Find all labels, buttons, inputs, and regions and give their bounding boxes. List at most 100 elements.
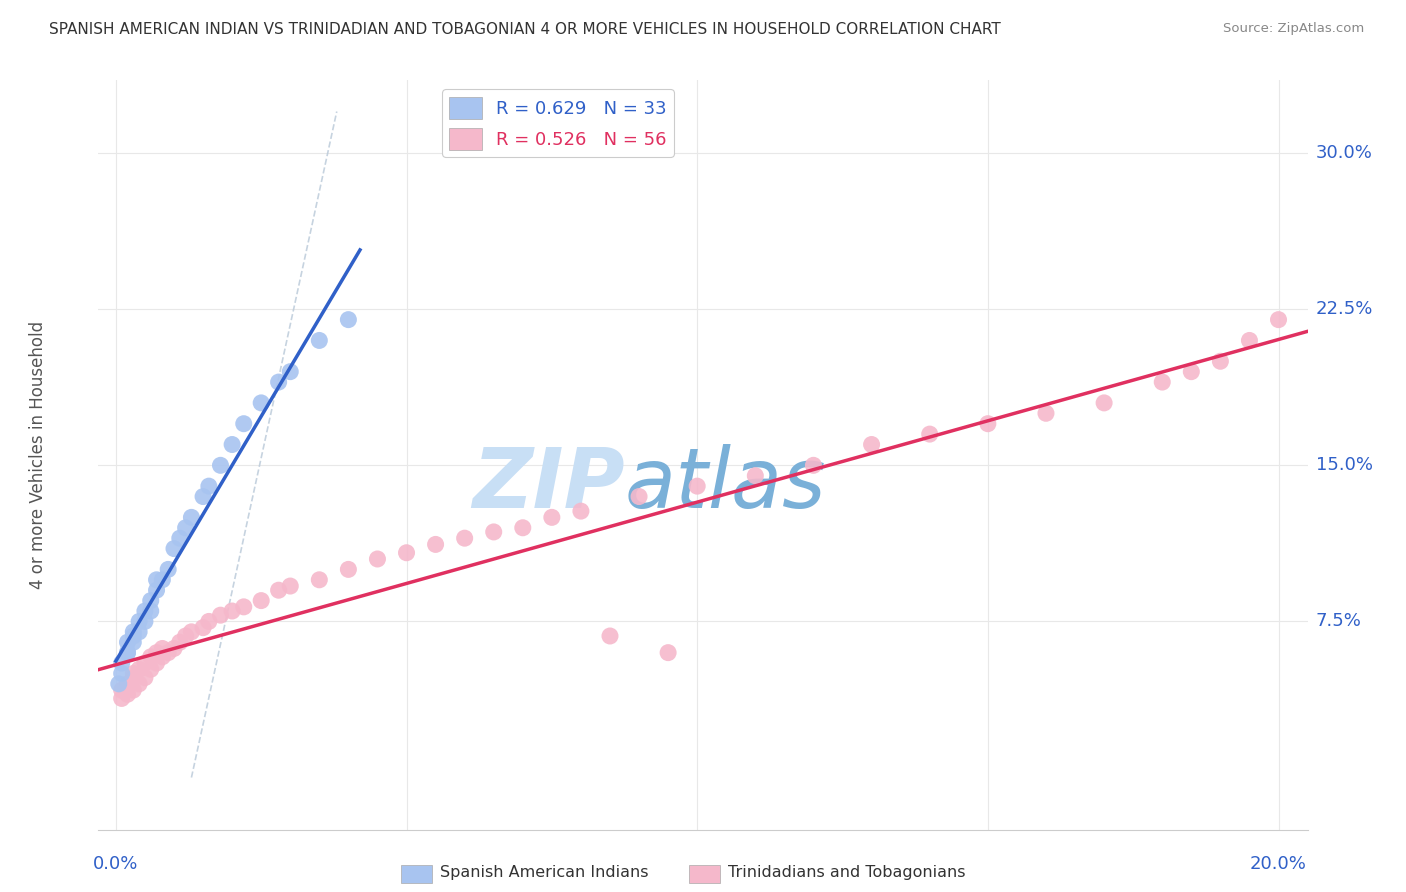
Text: Source: ZipAtlas.com: Source: ZipAtlas.com xyxy=(1223,22,1364,36)
Point xyxy=(157,562,180,576)
Point xyxy=(163,641,186,656)
Text: 15.0%: 15.0% xyxy=(1316,457,1372,475)
Point xyxy=(128,677,150,691)
Point xyxy=(111,666,134,681)
Text: Trinidadians and Tobagonians: Trinidadians and Tobagonians xyxy=(728,865,966,880)
Point xyxy=(267,375,290,389)
Point xyxy=(540,510,562,524)
Point xyxy=(134,615,156,629)
Point xyxy=(139,604,162,618)
Text: SPANISH AMERICAN INDIAN VS TRINIDADIAN AND TOBAGONIAN 4 OR MORE VEHICLES IN HOUS: SPANISH AMERICAN INDIAN VS TRINIDADIAN A… xyxy=(49,22,1001,37)
Point xyxy=(1035,406,1057,420)
Point xyxy=(111,691,134,706)
Point xyxy=(117,635,139,649)
Point xyxy=(117,677,139,691)
Point xyxy=(122,683,145,698)
Point xyxy=(803,458,825,473)
Point xyxy=(150,649,173,664)
Point xyxy=(250,396,273,410)
Point xyxy=(180,624,202,639)
Point xyxy=(117,646,139,660)
Point xyxy=(232,417,254,431)
Point xyxy=(209,608,232,623)
Point xyxy=(107,677,129,691)
Point xyxy=(221,604,243,618)
Point xyxy=(145,583,167,598)
Point xyxy=(221,437,243,451)
Point xyxy=(1209,354,1232,368)
Point xyxy=(150,573,173,587)
Point xyxy=(337,562,360,576)
Point xyxy=(977,417,1000,431)
Text: 7.5%: 7.5% xyxy=(1316,613,1362,631)
Point xyxy=(918,427,941,442)
Point xyxy=(337,312,360,326)
Point xyxy=(134,604,156,618)
Point xyxy=(744,468,766,483)
Point xyxy=(191,621,214,635)
Point xyxy=(150,641,173,656)
Point xyxy=(169,531,191,545)
Point xyxy=(1152,375,1174,389)
Point xyxy=(174,521,197,535)
Point xyxy=(278,365,301,379)
Text: ZIP: ZIP xyxy=(472,444,624,525)
Point xyxy=(395,546,418,560)
Point xyxy=(180,510,202,524)
Text: 4 or more Vehicles in Household: 4 or more Vehicles in Household xyxy=(30,321,46,589)
Point xyxy=(139,649,162,664)
Point xyxy=(128,624,150,639)
Point xyxy=(308,573,330,587)
Point xyxy=(122,666,145,681)
Point xyxy=(157,646,180,660)
Text: atlas: atlas xyxy=(624,444,827,525)
Point xyxy=(117,687,139,701)
Point xyxy=(128,662,150,676)
Point xyxy=(145,656,167,670)
Point xyxy=(145,646,167,660)
Point xyxy=(122,671,145,685)
Point xyxy=(191,490,214,504)
Point xyxy=(278,579,301,593)
Point xyxy=(111,656,134,670)
Point xyxy=(250,593,273,607)
Point xyxy=(139,662,162,676)
Point xyxy=(453,531,475,545)
Point xyxy=(1092,396,1115,410)
Text: Spanish American Indians: Spanish American Indians xyxy=(440,865,648,880)
Point xyxy=(209,458,232,473)
Point xyxy=(267,583,290,598)
Point xyxy=(145,573,167,587)
Point xyxy=(657,646,679,660)
Point xyxy=(860,437,883,451)
Point xyxy=(122,629,145,643)
Point xyxy=(569,504,592,518)
Point xyxy=(122,624,145,639)
Point xyxy=(308,334,330,348)
Point xyxy=(512,521,534,535)
Point xyxy=(169,635,191,649)
Point xyxy=(128,615,150,629)
Point xyxy=(232,599,254,614)
Point xyxy=(134,671,156,685)
Point xyxy=(174,629,197,643)
Point xyxy=(1239,334,1261,348)
Point xyxy=(366,552,388,566)
Point xyxy=(163,541,186,556)
Legend: R = 0.629   N = 33, R = 0.526   N = 56: R = 0.629 N = 33, R = 0.526 N = 56 xyxy=(441,89,673,157)
Point xyxy=(111,683,134,698)
Point xyxy=(599,629,621,643)
Point xyxy=(122,635,145,649)
Text: 22.5%: 22.5% xyxy=(1316,301,1374,318)
Point xyxy=(1180,365,1202,379)
Text: 20.0%: 20.0% xyxy=(1250,855,1308,872)
Point xyxy=(139,593,162,607)
Point xyxy=(425,537,447,551)
Point xyxy=(198,479,221,493)
Text: 30.0%: 30.0% xyxy=(1316,145,1372,162)
Point xyxy=(628,490,651,504)
Point xyxy=(134,656,156,670)
Point xyxy=(686,479,709,493)
Point xyxy=(117,646,139,660)
Point xyxy=(1267,312,1289,326)
